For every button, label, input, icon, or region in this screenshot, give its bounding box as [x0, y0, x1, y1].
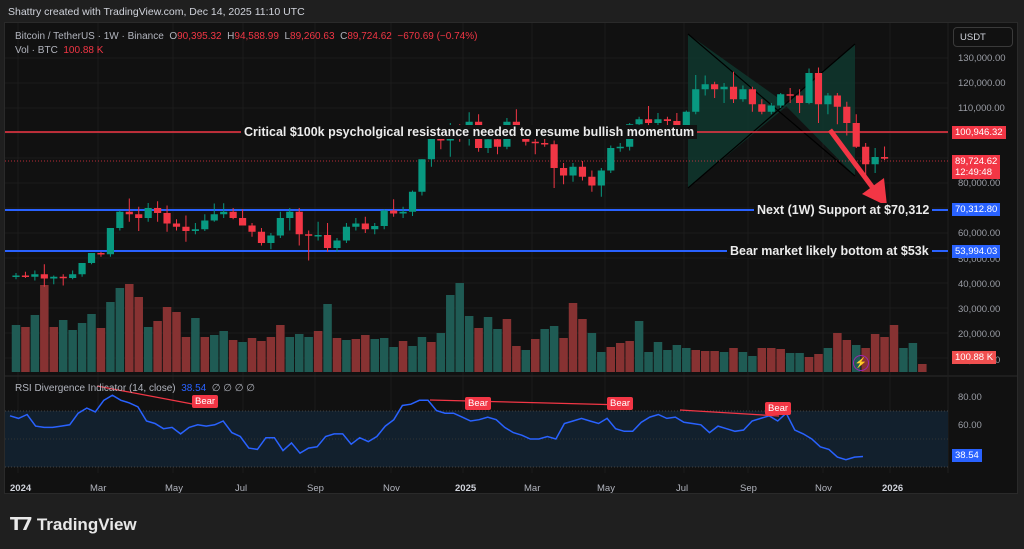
bottom-price-tag: 53,994.03: [952, 245, 1001, 258]
high-value: 94,588.99: [234, 31, 279, 42]
volume-value: 100.88 K: [63, 45, 104, 56]
open-value: 90,395.32: [177, 31, 222, 42]
resistance-price-tag: 100,946.32: [952, 126, 1006, 139]
rsi-axis-label: 60.00: [958, 420, 982, 431]
price-axis-label: 80,000.00: [958, 178, 1001, 189]
time-axis-label: Nov: [383, 483, 400, 494]
resistance-annotation[interactable]: Critical $100k psycholgical resistance n…: [241, 125, 698, 139]
time-axis-label: Sep: [740, 483, 757, 494]
price-axis-label: 50,000.00: [958, 254, 1001, 265]
close-value: 89,724.62: [347, 31, 392, 42]
symbol-name[interactable]: Bitcoin / TetherUS · 1W · Binance: [15, 31, 164, 42]
time-axis-label: 2024: [10, 483, 32, 494]
bar-countdown: 12:49:48: [955, 167, 992, 178]
price-axis-label: 120,000.00: [958, 78, 1006, 89]
change-value: −670.69 (−0.74%): [397, 31, 478, 42]
time-axis-label: Nov: [815, 483, 832, 494]
bear-divergence-label: Bear: [192, 395, 219, 408]
low-value: 89,260.63: [290, 31, 335, 42]
price-axis-label: 30,000.00: [958, 304, 1001, 315]
price-axis-label: 40,000.00: [958, 279, 1001, 290]
support-price-tag: 70,312.80: [952, 203, 1001, 216]
time-axis-label: Mar: [524, 483, 541, 494]
price-axis-label: 110,000.00: [958, 103, 1005, 114]
volume-tag: 100.88 K: [952, 351, 997, 364]
volume-legend: Vol · BTC 100.88 K: [15, 45, 103, 56]
volume-label[interactable]: Vol · BTC: [15, 45, 58, 56]
time-axis-label: May: [165, 483, 183, 494]
price-axis-label: 20,000.00: [958, 329, 1001, 340]
last-price-tag: 89,724.62 12:49:48: [952, 155, 1001, 179]
lightning-icon[interactable]: ⚡: [853, 355, 869, 371]
rsi-extra-values: ∅ ∅ ∅ ∅: [211, 383, 255, 394]
symbol-legend: Bitcoin / TetherUS · 1W · Binance O90,39…: [15, 31, 478, 42]
tradingview-logo: 𝗧𝟳 TradingView: [10, 514, 137, 534]
bear-divergence-label: Bear: [607, 397, 634, 410]
time-axis-label: Jul: [235, 483, 248, 494]
rsi-axis-label: 80.00: [958, 392, 982, 403]
price-axis-label: 60,000.00: [958, 228, 1001, 239]
rsi-legend: RSI Divergence Indicator (14, close) 38.…: [15, 383, 255, 394]
price-axis-label: 130,000.00: [958, 53, 1006, 64]
tradingview-logo-icon: 𝗧𝟳: [10, 514, 33, 534]
chart-caption: Shattry created with TradingView.com, De…: [8, 6, 305, 18]
time-axis-label: 2025: [455, 483, 477, 494]
bottom-annotation[interactable]: Bear market likely bottom at $53k: [727, 244, 932, 258]
currency-button[interactable]: USDT: [953, 27, 1013, 47]
bear-divergence-label: Bear: [765, 402, 792, 415]
support-annotation[interactable]: Next (1W) Support at $70,312: [754, 203, 933, 217]
rsi-title[interactable]: RSI Divergence Indicator (14, close): [15, 383, 176, 394]
time-axis-label: Sep: [307, 483, 324, 494]
rsi-value-tag: 38.54: [952, 449, 982, 462]
time-axis-label: Mar: [90, 483, 107, 494]
time-axis-label: 2026: [882, 483, 904, 494]
rsi-value: 38.54: [181, 383, 207, 394]
time-axis-label: Jul: [676, 483, 689, 494]
time-axis-label: May: [597, 483, 615, 494]
bear-divergence-label: Bear: [465, 397, 492, 410]
